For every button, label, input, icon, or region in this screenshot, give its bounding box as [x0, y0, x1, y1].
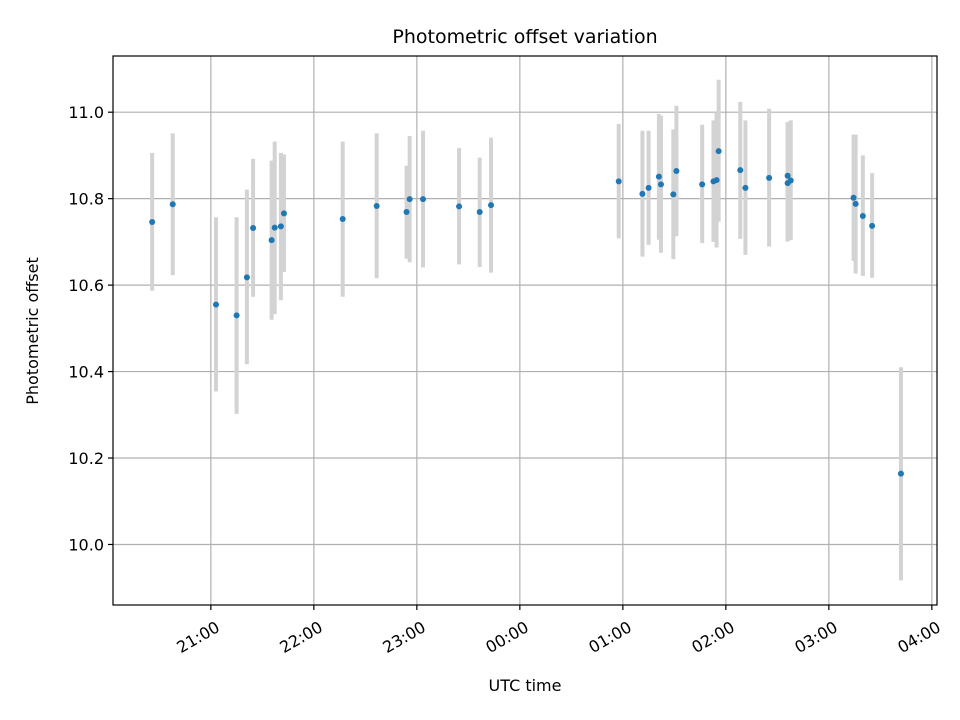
data-point: [713, 177, 720, 184]
data-point: [406, 196, 413, 203]
data-point: [715, 148, 722, 155]
y-tick-label: 10.2: [68, 449, 104, 468]
chart-title: Photometric offset variation: [392, 26, 657, 48]
data-point: [233, 312, 240, 319]
data-points: [149, 148, 904, 477]
data-point: [897, 470, 904, 477]
data-point: [420, 196, 427, 203]
data-point: [787, 177, 794, 184]
x-axis-label: UTC time: [489, 676, 562, 695]
y-axis: 10.0 10.2 10.4 10.6 10.8 11.0: [68, 103, 113, 554]
data-point: [456, 203, 463, 210]
data-point: [488, 202, 495, 209]
data-point: [784, 172, 791, 179]
data-point: [655, 173, 662, 180]
y-tick-label: 10.4: [68, 363, 104, 382]
data-point: [869, 222, 876, 229]
data-point: [699, 181, 706, 188]
y-tick-label: 11.0: [68, 103, 104, 122]
data-point: [149, 218, 156, 225]
data-point: [645, 184, 652, 191]
data-point: [280, 210, 287, 217]
y-tick-label: 10.8: [68, 190, 104, 209]
data-point: [670, 191, 677, 198]
data-point: [243, 274, 250, 281]
y-tick-label: 10.6: [68, 276, 104, 295]
data-point: [339, 215, 346, 222]
plot-frame: [112, 55, 938, 606]
data-point: [639, 190, 646, 197]
data-point: [737, 167, 744, 174]
data-point: [213, 301, 219, 308]
y-tick-label: 10.0: [68, 535, 104, 554]
data-point: [373, 203, 380, 210]
data-point: [250, 225, 257, 232]
data-point: [657, 181, 664, 188]
data-point: [277, 223, 284, 230]
data-point: [169, 201, 176, 208]
data-point: [850, 194, 857, 201]
data-point: [859, 212, 866, 219]
grid: [113, 56, 937, 605]
data-point: [271, 224, 278, 231]
data-point: [742, 184, 749, 191]
data-point: [476, 209, 483, 216]
data-point: [403, 209, 410, 216]
data-point: [268, 237, 275, 244]
data-point: [615, 178, 622, 185]
y-axis-label: Photometric offset: [23, 257, 42, 405]
data-point: [852, 200, 859, 207]
data-point: [673, 167, 680, 174]
data-point: [766, 174, 773, 181]
